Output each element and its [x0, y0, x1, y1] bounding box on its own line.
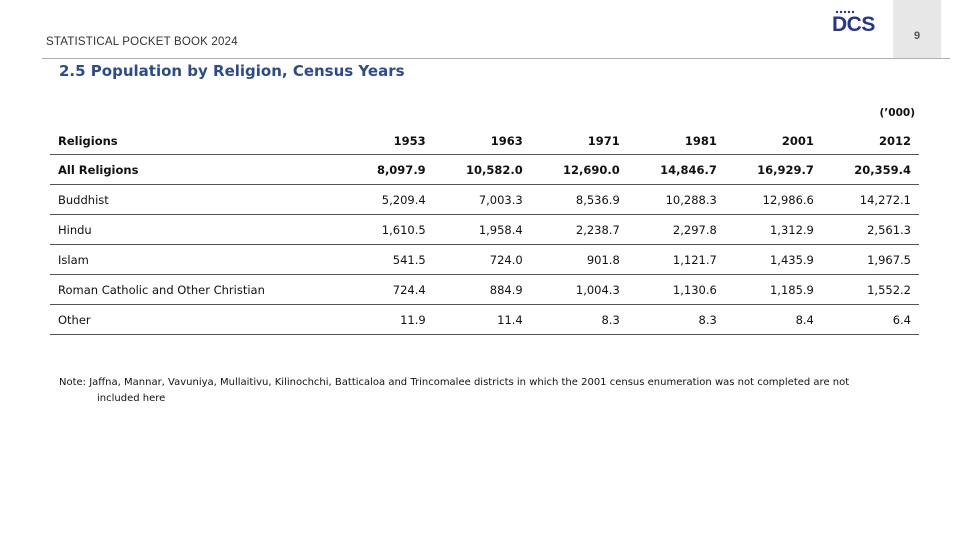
table-cell: 1,312.9 — [724, 214, 822, 245]
table-cell: 20,359.4 — [821, 154, 919, 185]
table-header-row: Religions 1953 1963 1971 1981 2001 2012 — [50, 127, 919, 155]
table-cell: 8.4 — [724, 304, 822, 335]
row-label: All Religions — [50, 154, 348, 185]
column-header: 1981 — [627, 127, 725, 155]
table-cell: 8,097.9 — [347, 154, 434, 185]
table-cell: 1,435.9 — [724, 244, 822, 275]
row-label: Other — [50, 304, 348, 335]
dcs-logo: DCS — [832, 10, 878, 36]
table-cell: 541.5 — [347, 244, 434, 275]
table-cell: 1,967.5 — [821, 244, 919, 275]
header-rule — [42, 58, 950, 59]
table-cell: 1,130.6 — [627, 274, 725, 305]
table-cell: 10,288.3 — [627, 184, 725, 215]
row-label: Hindu — [50, 214, 348, 245]
table-cell: 8.3 — [530, 304, 628, 335]
table-cell: 724.4 — [347, 274, 434, 305]
table-row: Islam 541.5 724.0 901.8 1,121.7 1,435.9 … — [50, 244, 919, 275]
page-number: 9 — [913, 30, 921, 42]
logo-dots-icon — [835, 10, 855, 14]
units-label: (’000) — [879, 107, 915, 119]
table-cell: 6.4 — [821, 304, 919, 335]
table-cell: 724.0 — [433, 244, 531, 275]
section-title: 2.5 Population by Religion, Census Years — [59, 62, 405, 80]
table-note: Note: Jaffna, Mannar, Vavuniya, Mullaiti… — [59, 375, 919, 407]
table-cell: 1,185.9 — [724, 274, 822, 305]
table-cell: 2,297.8 — [627, 214, 725, 245]
logo-text: DCS — [832, 13, 875, 36]
table-row: Hindu 1,610.5 1,958.4 2,238.7 2,297.8 1,… — [50, 214, 919, 245]
table-cell: 1,004.3 — [530, 274, 628, 305]
table-cell: 12,986.6 — [724, 184, 822, 215]
note-line-2: included here — [97, 393, 166, 404]
table-cell: 8,536.9 — [530, 184, 628, 215]
row-label: Islam — [50, 244, 348, 275]
table-cell: 1,552.2 — [821, 274, 919, 305]
table-cell: 16,929.7 — [724, 154, 822, 185]
table-row: Roman Catholic and Other Christian 724.4… — [50, 274, 919, 305]
column-header: Religions — [50, 127, 348, 155]
table-cell: 8.3 — [627, 304, 725, 335]
table-cell: 11.9 — [347, 304, 434, 335]
table-cell: 10,582.0 — [433, 154, 531, 185]
header-book-title: STATISTICAL POCKET BOOK 2024 — [46, 36, 238, 48]
page-number-tab: 9 — [893, 0, 941, 58]
column-header: 2012 — [821, 127, 919, 155]
table-cell: 5,209.4 — [347, 184, 434, 215]
column-header: 1971 — [530, 127, 628, 155]
table-cell: 884.9 — [433, 274, 531, 305]
column-header: 2001 — [724, 127, 822, 155]
table-row: All Religions 8,097.9 10,582.0 12,690.0 … — [50, 154, 919, 185]
note-line-1: Note: Jaffna, Mannar, Vavuniya, Mullaiti… — [59, 377, 850, 388]
table-cell: 1,958.4 — [433, 214, 531, 245]
row-label: Roman Catholic and Other Christian — [50, 274, 348, 305]
table-row: Buddhist 5,209.4 7,003.3 8,536.9 10,288.… — [50, 184, 919, 215]
table-row: Other 11.9 11.4 8.3 8.3 8.4 6.4 — [50, 304, 919, 335]
table-cell: 12,690.0 — [530, 154, 628, 185]
table-cell: 901.8 — [530, 244, 628, 275]
table-cell: 1,610.5 — [347, 214, 434, 245]
table-cell: 11.4 — [433, 304, 531, 335]
table-cell: 14,846.7 — [627, 154, 725, 185]
column-header: 1953 — [347, 127, 434, 155]
table-cell: 2,561.3 — [821, 214, 919, 245]
table-cell: 1,121.7 — [627, 244, 725, 275]
table-cell: 7,003.3 — [433, 184, 531, 215]
religion-population-table: Religions 1953 1963 1971 1981 2001 2012 … — [50, 127, 919, 335]
table-cell: 14,272.1 — [821, 184, 919, 215]
table-cell: 2,238.7 — [530, 214, 628, 245]
column-header: 1963 — [433, 127, 531, 155]
row-label: Buddhist — [50, 184, 348, 215]
